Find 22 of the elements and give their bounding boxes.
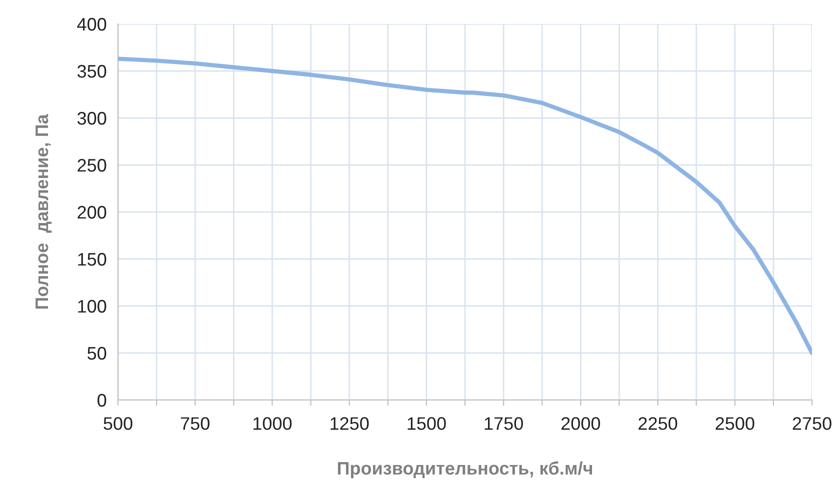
line-series: [118, 56, 812, 356]
y-tick-label: 0: [98, 394, 106, 407]
x-tick-label: 2250: [638, 417, 678, 430]
x-tick-label: 750: [180, 417, 210, 430]
x-tick-label: 500: [104, 417, 132, 430]
x-tick-label: 1500: [408, 417, 446, 430]
y-tick-label: 350: [77, 64, 106, 78]
x-tick-label: 2500: [716, 417, 754, 430]
y-axis-title: Полное давление, Па: [36, 114, 52, 309]
y-tick-label: 200: [78, 206, 106, 219]
x-tick-label: 2000: [561, 417, 600, 430]
y-tick-label: 100: [78, 300, 106, 313]
y-tick-label: 250: [78, 158, 106, 172]
x-tick-label: 2750: [792, 417, 832, 430]
y-tick-label: 50: [88, 346, 106, 360]
y-tick-label: 400: [77, 18, 106, 31]
x-tick-label: 1750: [484, 417, 523, 430]
x-tick-label: 1000: [254, 417, 292, 430]
x-axis-title: Производительность, кб.м/ч: [338, 461, 592, 478]
y-tick-label: 300: [77, 112, 106, 125]
x-tick-label: 1250: [330, 417, 369, 430]
y-tick-label: 150: [78, 252, 106, 266]
